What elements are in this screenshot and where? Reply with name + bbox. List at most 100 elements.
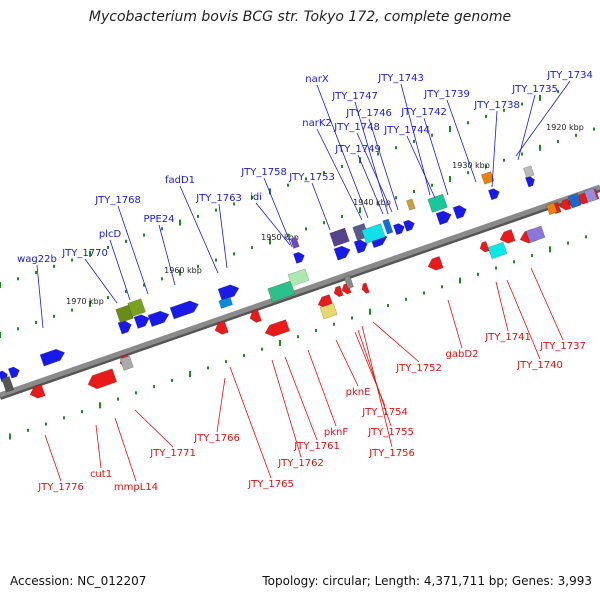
upper-leader-line	[109, 239, 131, 301]
feature-block	[427, 193, 448, 213]
scale-dot-upper	[503, 108, 505, 112]
lower-gene-label: JTY_1756	[368, 448, 415, 459]
scale-dot-lower	[333, 322, 335, 326]
scale-dot-middle	[323, 221, 325, 225]
forward-gene-arrow	[39, 348, 66, 367]
reverse-gene-arrow-shape	[479, 240, 490, 253]
feature-block	[546, 202, 558, 216]
reverse-gene-arrow	[29, 383, 46, 399]
upper-leader-line	[179, 185, 219, 274]
forward-gene-arrow	[7, 366, 20, 379]
lower-leader-line	[271, 359, 302, 458]
scale-dot-middle	[107, 296, 109, 300]
forward-gene-arrow	[217, 284, 240, 301]
kbp-label: 1970 kbp	[66, 297, 104, 306]
scale-dot-upper	[485, 115, 487, 119]
forward-gene-arrow	[487, 188, 500, 201]
upper-leader-line	[515, 80, 571, 157]
scale-dot-lower	[513, 260, 515, 264]
scale-dot-lower	[459, 277, 461, 284]
scale-dot-lower	[171, 378, 173, 382]
scale-dot-middle	[161, 277, 163, 281]
feature-block	[319, 302, 338, 320]
upper-gene-label: JTY_1744	[383, 125, 430, 136]
scale-dot-lower	[9, 433, 11, 440]
feature-block	[583, 187, 598, 203]
upper-leader-line	[446, 99, 477, 183]
feature-block	[487, 241, 508, 260]
feature-block	[406, 198, 416, 211]
lower-gene-label: JTY_1755	[367, 427, 414, 438]
lower-leader-line	[284, 356, 318, 441]
forward-gene-arrow	[133, 314, 150, 329]
scale-dot-middle	[179, 269, 181, 276]
accession-text: Accession: NC_012207	[10, 574, 147, 588]
feature-block	[287, 268, 310, 287]
scale-dot-middle	[593, 127, 595, 131]
scale-dot-upper	[395, 146, 397, 150]
forward-gene-arrow-shape	[7, 366, 20, 379]
lower-gene-label: JTY_1741	[484, 332, 531, 343]
scale-dot-lower	[99, 402, 101, 409]
scale-dot-lower	[351, 316, 353, 320]
reverse-gene-arrow-shape	[29, 383, 46, 399]
feature-block	[127, 298, 146, 317]
scale-dot-middle	[35, 321, 37, 325]
upper-gene-label: JTY_1746	[345, 108, 392, 119]
scale-dot-middle	[503, 158, 505, 162]
scale-dot-upper	[197, 214, 199, 218]
scale-dot-middle	[143, 283, 145, 287]
forward-gene-arrow	[392, 223, 405, 236]
scale-dot-middle	[17, 327, 19, 331]
scale-dot-lower	[585, 235, 587, 239]
reverse-gene-arrow-shape	[499, 229, 516, 244]
lower-leader-line	[95, 424, 102, 469]
scale-dot-middle	[71, 308, 73, 312]
lower-leader-line	[530, 267, 564, 341]
scale-dot-middle	[521, 152, 523, 156]
reverse-gene-arrow	[499, 229, 516, 244]
scale-dot-middle	[269, 238, 271, 245]
forward-gene-arrow	[147, 310, 170, 328]
feature-block	[382, 218, 394, 235]
scale-dot-middle	[467, 171, 469, 175]
scale-dot-lower	[567, 241, 569, 245]
upper-leader-line	[356, 132, 393, 213]
scale-dot-upper	[35, 271, 37, 275]
kbp-label: 1950 kbp	[261, 233, 299, 242]
upper-gene-label: JTY_1738	[473, 100, 520, 111]
scale-dot-upper	[341, 164, 343, 168]
scale-dot-lower	[477, 272, 479, 276]
forward-gene-arrow-shape	[435, 210, 452, 226]
lower-gene-label: pknF	[324, 427, 348, 438]
upper-leader-line	[84, 258, 118, 304]
upper-gene-label: JTY_1743	[377, 73, 424, 84]
reverse-gene-arrow	[214, 320, 229, 335]
reverse-gene-arrow-shape	[341, 282, 352, 295]
lower-gene-label: JTY_1771	[149, 448, 196, 459]
scale-dot-middle	[305, 227, 307, 231]
scale-dot-middle	[197, 264, 199, 268]
forward-gene-arrow-shape	[147, 310, 170, 328]
lower-gene-label: JTY_1740	[516, 360, 563, 371]
scale-dot-lower	[279, 339, 281, 346]
upper-leader-line	[423, 117, 449, 196]
scale-dot-middle	[89, 300, 91, 307]
reverse-gene-arrow-shape	[249, 309, 262, 323]
forward-gene-arrow-shape	[292, 251, 305, 264]
upper-gene-label: idi	[250, 192, 262, 203]
summary-text: Topology: circular; Length: 4,371,711 bp…	[262, 574, 592, 588]
reverse-gene-arrow-shape	[427, 255, 444, 271]
upper-leader-line	[354, 101, 389, 215]
upper-gene-label: JTY_1768	[94, 195, 141, 206]
scale-dot-middle	[341, 214, 343, 218]
feature-block	[343, 275, 354, 290]
scale-dot-upper	[71, 258, 73, 262]
scale-dot-middle	[449, 176, 451, 182]
lower-gene-label: JTY_1765	[247, 479, 294, 490]
reverse-gene-arrow	[427, 255, 444, 271]
lower-leader-line	[361, 325, 393, 448]
lower-leader-line	[307, 349, 337, 427]
lower-gene-label: JTY_1752	[395, 363, 442, 374]
forward-gene-arrow	[452, 205, 467, 220]
